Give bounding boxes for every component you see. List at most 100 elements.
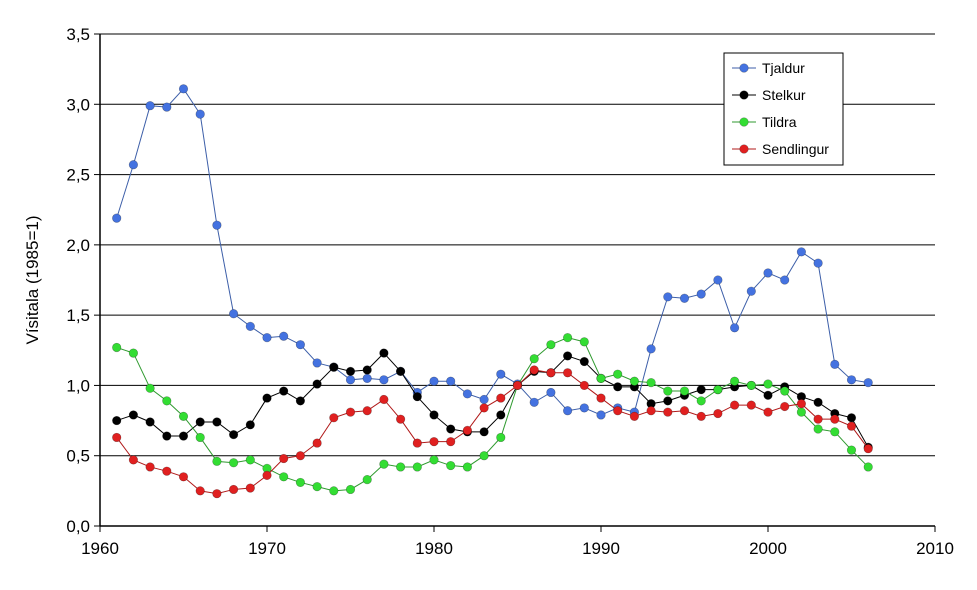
data-point [679,386,690,396]
data-point [112,415,122,426]
data-point [796,399,807,409]
legend-item: Stelkur [732,87,806,103]
data-point [546,387,556,398]
data-point [245,455,255,465]
data-point [763,268,773,278]
data-point [646,344,656,354]
data-point [496,393,506,403]
data-point [562,351,573,361]
data-point [362,406,372,416]
data-point [162,466,172,476]
data-point [663,396,673,406]
data-point [529,354,539,364]
y-tick-label: 1,0 [66,376,90,395]
legend-marker [739,63,749,73]
data-point [462,425,473,436]
series-line [116,352,869,448]
data-point [396,366,406,376]
data-point [746,400,756,410]
data-point [696,385,706,395]
data-point [362,475,372,485]
data-point [295,451,306,461]
data-point [613,406,623,416]
data-point [646,406,656,416]
y-tick-label: 1,5 [66,306,90,325]
data-point [128,455,138,465]
data-point [763,407,773,417]
series-tildra [112,333,873,496]
data-point [396,414,406,424]
data-point [128,410,138,420]
data-point [128,348,138,358]
data-point [195,109,205,119]
y-tick-label: 0,0 [66,517,90,536]
data-point [529,397,539,407]
legend-item: Sendlingur [732,141,829,157]
data-point [496,369,506,379]
data-point [663,386,673,396]
legend-label: Stelkur [762,87,806,103]
data-point [696,396,706,406]
data-point [713,408,723,419]
data-point [679,406,690,416]
data-point [262,393,272,403]
data-point [646,378,656,388]
data-point [830,427,840,437]
data-point [746,286,756,296]
data-point [796,407,807,417]
data-point [679,293,690,303]
y-axis-title: Vísitala (1985=1) [23,216,42,345]
legend: Tjaldur Stelkur Tildra Sendlingur [723,52,844,166]
series-line [116,337,869,492]
data-point [429,410,439,420]
data-point [195,432,205,443]
data-point [446,424,456,434]
data-point [596,410,606,420]
data-point [145,417,155,427]
legend-label: Sendlingur [762,141,829,157]
data-point [479,403,489,413]
data-point [295,477,306,488]
data-point [579,403,589,413]
data-point [713,275,723,285]
data-point [512,380,523,391]
data-point [546,368,556,378]
data-point [329,486,339,496]
legend-marker [739,117,749,127]
data-point [229,309,239,319]
y-tick-label: 2,5 [66,166,90,185]
x-tick-label: 1990 [582,539,620,558]
data-point [178,472,189,482]
data-point [345,407,356,417]
data-point [112,342,122,353]
data-point [212,417,222,427]
data-point [596,373,606,384]
data-point [796,247,807,257]
data-point [562,333,573,343]
data-point [846,421,857,431]
gridlines [100,33,935,457]
data-point [429,376,439,386]
data-point [145,462,155,472]
data-point [229,458,239,468]
data-point [830,359,840,369]
data-point [312,438,322,448]
data-point [212,456,222,466]
data-point [162,431,172,441]
data-point [312,379,322,389]
data-point [813,397,823,407]
data-point [178,84,189,94]
data-point [579,337,589,347]
series-line [116,88,869,416]
data-point [780,401,790,412]
data-point [345,375,356,385]
data-point [412,462,422,472]
data-point [462,389,473,399]
data-point [446,460,456,471]
data-point [496,432,506,443]
data-point [863,378,873,388]
data-point [846,375,857,385]
data-point [379,394,389,405]
data-point [479,451,489,461]
